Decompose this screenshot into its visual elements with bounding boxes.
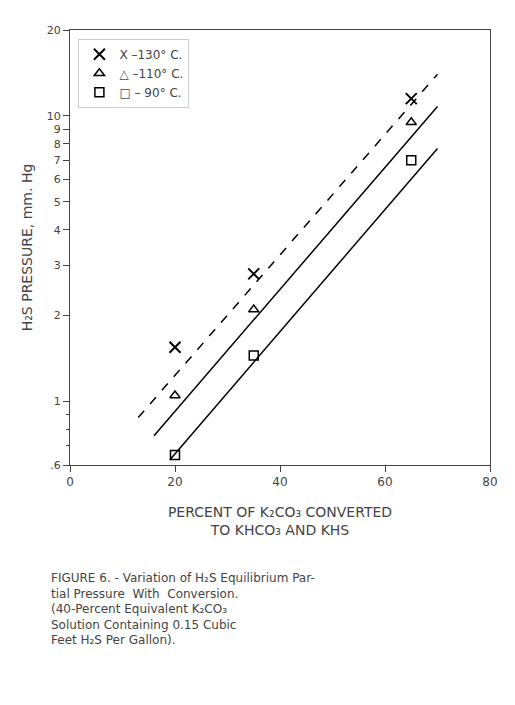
svg-text:△ –110° C.: △ –110° C. [119,67,183,81]
svg-text:X –130° C.: X –130° C. [119,48,182,62]
svg-text:H₂S PRESSURE, mm. Hg: H₂S PRESSURE, mm. Hg [19,164,35,332]
svg-text:PERCENT OF K₂CO₃ CONVERTEDTO K: PERCENT OF K₂CO₃ CONVERTEDTO KHCO₃ AND K… [168,504,392,538]
svg-text:60: 60 [377,475,392,489]
svg-text:0: 0 [66,475,74,489]
svg-text:8: 8 [54,138,61,151]
svg-text:9: 9 [54,123,61,136]
svg-text:□ – 90° C.: □ – 90° C. [119,86,181,100]
svg-text:40: 40 [272,475,287,489]
svg-text:20: 20 [47,24,61,37]
svg-text:FIGURE 6. - Variation of H₂S E: FIGURE 6. - Variation of H₂S Equilibrium… [51,571,315,647]
svg-text:4: 4 [54,224,61,237]
svg-text:10: 10 [47,110,61,123]
svg-text:.6: .6 [50,459,61,472]
svg-text:5: 5 [54,196,61,209]
svg-text:80: 80 [482,475,497,489]
svg-text:2: 2 [54,309,61,322]
svg-text:6: 6 [54,173,61,186]
svg-text:7: 7 [54,154,61,167]
svg-text:1: 1 [54,395,61,408]
svg-text:20: 20 [167,475,182,489]
svg-text:3: 3 [54,259,61,272]
